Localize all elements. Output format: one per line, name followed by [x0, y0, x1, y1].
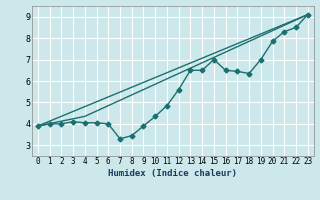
X-axis label: Humidex (Indice chaleur): Humidex (Indice chaleur): [108, 169, 237, 178]
